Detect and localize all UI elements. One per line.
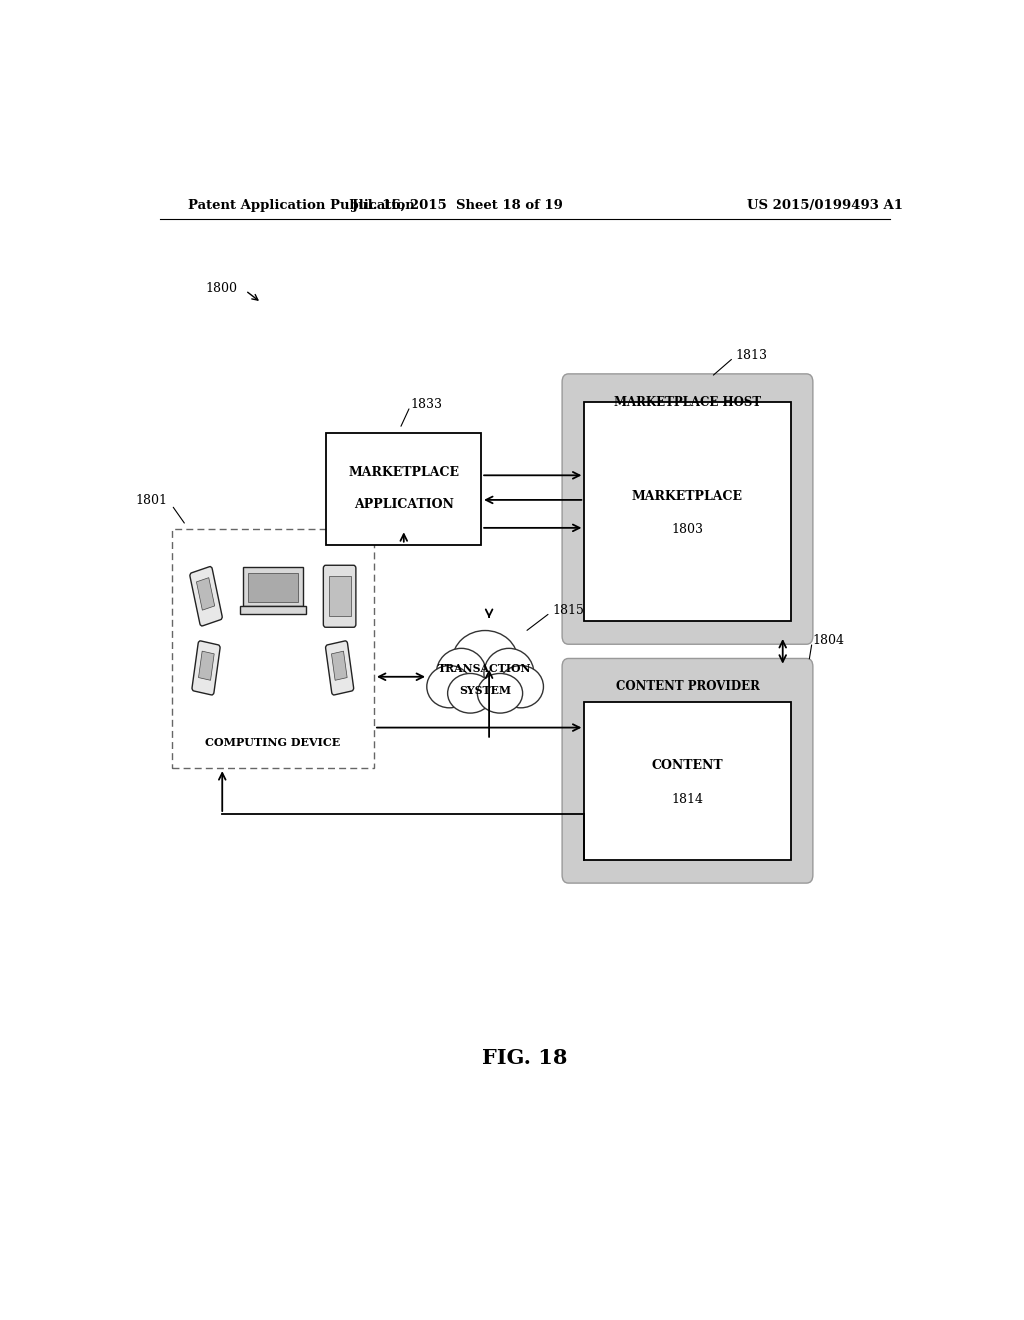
FancyBboxPatch shape [585, 403, 791, 620]
FancyBboxPatch shape [172, 529, 374, 768]
Text: US 2015/0199493 A1: US 2015/0199493 A1 [748, 198, 903, 211]
FancyBboxPatch shape [248, 573, 298, 602]
FancyBboxPatch shape [243, 566, 303, 606]
Text: COMPUTING DEVICE: COMPUTING DEVICE [205, 737, 340, 748]
Text: 1814: 1814 [672, 793, 703, 805]
FancyBboxPatch shape [327, 433, 481, 545]
Text: 1800: 1800 [206, 282, 238, 294]
FancyBboxPatch shape [324, 565, 356, 627]
Text: 1815: 1815 [553, 605, 585, 618]
Text: 1833: 1833 [411, 397, 442, 411]
Text: APPLICATION: APPLICATION [354, 499, 454, 511]
Ellipse shape [453, 631, 518, 690]
Ellipse shape [499, 665, 544, 708]
FancyBboxPatch shape [193, 642, 220, 694]
Text: CONTENT: CONTENT [651, 759, 723, 772]
FancyBboxPatch shape [562, 374, 813, 644]
FancyBboxPatch shape [197, 578, 215, 610]
FancyBboxPatch shape [199, 651, 214, 680]
Text: MARKETPLACE: MARKETPLACE [632, 490, 743, 503]
FancyBboxPatch shape [446, 684, 524, 706]
Text: TRANSACTION: TRANSACTION [438, 663, 531, 675]
Text: 1804: 1804 [813, 634, 845, 647]
Text: MARKETPLACE HOST: MARKETPLACE HOST [614, 396, 761, 409]
FancyBboxPatch shape [326, 642, 353, 694]
Text: SYSTEM: SYSTEM [459, 685, 511, 697]
Text: Jul. 16, 2015  Sheet 18 of 19: Jul. 16, 2015 Sheet 18 of 19 [352, 198, 563, 211]
FancyBboxPatch shape [240, 606, 305, 614]
Ellipse shape [484, 648, 534, 698]
Text: 1801: 1801 [135, 495, 168, 507]
FancyBboxPatch shape [562, 659, 813, 883]
Text: MARKETPLACE: MARKETPLACE [348, 466, 460, 479]
Text: FIG. 18: FIG. 18 [482, 1048, 567, 1068]
Text: 1803: 1803 [672, 524, 703, 536]
Ellipse shape [427, 665, 472, 708]
Ellipse shape [477, 673, 522, 713]
FancyBboxPatch shape [329, 576, 351, 616]
FancyBboxPatch shape [189, 566, 222, 626]
FancyBboxPatch shape [332, 651, 347, 680]
Text: 1813: 1813 [735, 348, 767, 362]
FancyBboxPatch shape [585, 702, 791, 859]
Text: CONTENT PROVIDER: CONTENT PROVIDER [615, 680, 760, 693]
Ellipse shape [436, 648, 486, 698]
Text: Patent Application Publication: Patent Application Publication [187, 198, 415, 211]
Ellipse shape [447, 673, 493, 713]
